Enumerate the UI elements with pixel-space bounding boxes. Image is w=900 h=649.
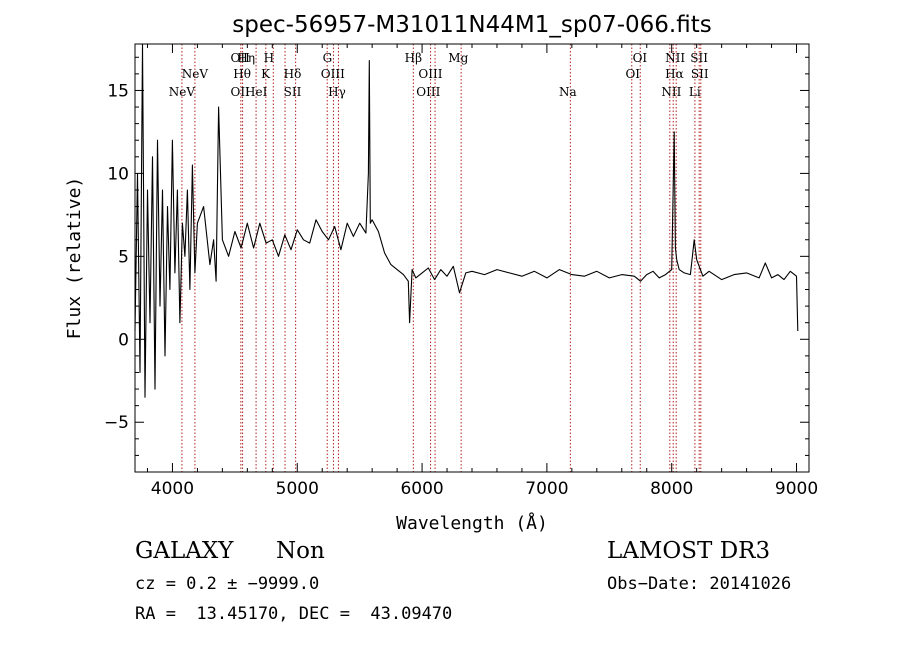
annotation-label-24: SII bbox=[690, 51, 708, 65]
annotation-label-2: OII bbox=[231, 51, 251, 65]
y-tick-label: 5 bbox=[118, 247, 129, 267]
annotation-label-26: Li bbox=[689, 85, 701, 99]
y-axis-label: Flux (relative) bbox=[64, 177, 85, 340]
annotation-label-6: K bbox=[261, 67, 271, 81]
annotation-label-21: NII bbox=[665, 51, 685, 65]
x-axis-label: Wavelength (Å) bbox=[396, 512, 548, 534]
y-tick-label: −5 bbox=[104, 413, 129, 433]
annotation-label-25: SII bbox=[691, 67, 709, 81]
survey-name: LAMOST DR3 bbox=[607, 538, 771, 564]
annotation-label-20: OI bbox=[625, 67, 640, 81]
y-tick-label: 10 bbox=[107, 164, 129, 184]
annotation-label-17: Mg bbox=[448, 51, 468, 65]
annotation-label-3: Hη bbox=[237, 51, 255, 65]
spectrum-line bbox=[134, 43, 799, 398]
annotation-label-18: Na bbox=[559, 85, 577, 99]
x-tick-label: 5000 bbox=[276, 479, 319, 499]
annotation-label-11: G bbox=[323, 51, 333, 65]
annotation-label-9: HeI bbox=[245, 85, 268, 99]
annotation-label-12: OIII bbox=[321, 67, 345, 81]
annotation-label-16: OIII bbox=[416, 85, 440, 99]
coordinates-text: RA = 13.45170, DEC = 43.09470 bbox=[135, 604, 453, 624]
y-tick-label: 15 bbox=[107, 81, 129, 101]
annotation-label-5: Hθ bbox=[233, 67, 251, 81]
y-axis-ticks: −5 0 5 10 15 bbox=[104, 56, 809, 456]
x-tick-label: 7000 bbox=[525, 479, 568, 499]
y-tick-label: 0 bbox=[118, 330, 129, 350]
annotation-label-4: H bbox=[264, 51, 274, 65]
annotation-label-7: Hδ bbox=[284, 67, 302, 81]
annotation-label-23: NII bbox=[661, 85, 681, 99]
x-tick-label: 9000 bbox=[775, 479, 818, 499]
annotation-label-19: OI bbox=[633, 51, 648, 65]
annotation-label-0: NeV bbox=[169, 85, 196, 99]
object-class: GALAXY bbox=[135, 538, 234, 564]
x-tick-label: 4000 bbox=[151, 479, 194, 499]
annotation-label-13: Hγ bbox=[328, 85, 346, 99]
emission-line-markers bbox=[181, 44, 702, 472]
annotation-label-14: Hβ bbox=[405, 51, 422, 65]
chart-title: spec-56957-M31011N44M1_sp07-066.fits bbox=[232, 12, 711, 38]
annotation-label-8: OII bbox=[231, 85, 251, 99]
annotation-label-22: Hα bbox=[665, 67, 684, 81]
obs-date-text: Obs−Date: 20141026 bbox=[607, 574, 792, 594]
object-subclass: Non bbox=[276, 538, 325, 564]
x-tick-label: 8000 bbox=[650, 479, 693, 499]
x-tick-label: 6000 bbox=[400, 479, 443, 499]
annotation-label-15: OIII bbox=[418, 67, 442, 81]
x-axis-ticks: 4000 5000 6000 7000 8000 9000 bbox=[146, 44, 818, 499]
annotation-label-10: SII bbox=[284, 85, 302, 99]
plot-frame bbox=[134, 43, 810, 473]
annotation-label-1: NeV bbox=[182, 67, 209, 81]
redshift-text: cz = 0.2 ± −9999.0 bbox=[135, 574, 320, 594]
